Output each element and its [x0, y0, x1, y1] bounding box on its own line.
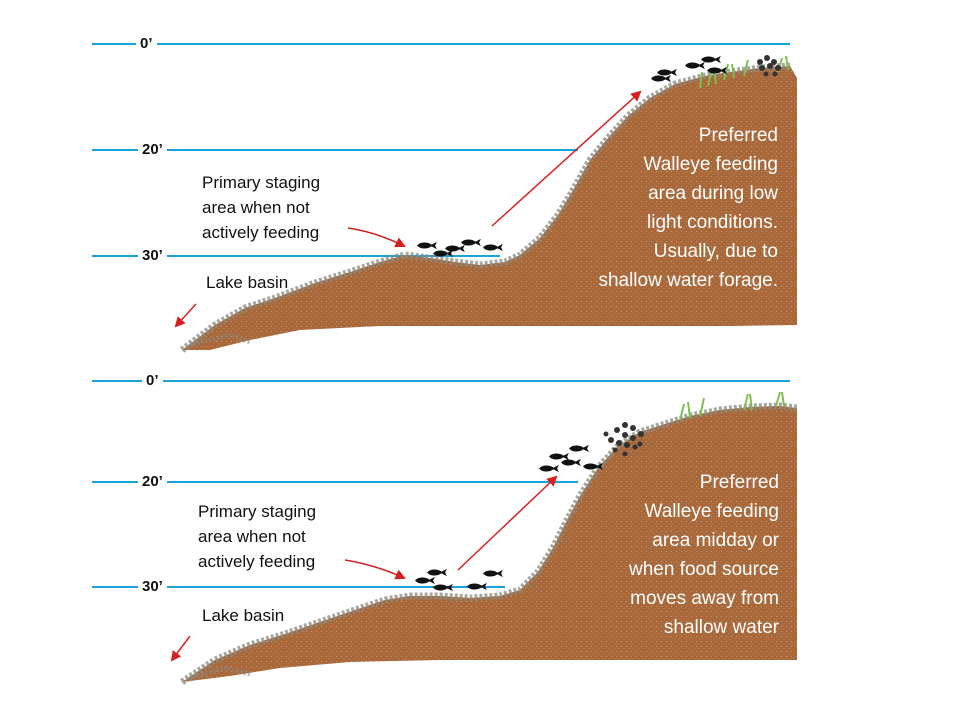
forage-cluster-top — [757, 55, 781, 77]
fish-icon — [539, 464, 559, 473]
feeding-text-line: moves away from — [630, 588, 779, 609]
staging-note-line: Primary staging — [202, 173, 321, 192]
lake-basin-label-top: Lake basin — [206, 273, 289, 292]
lake-bottom-bottom — [182, 406, 797, 682]
feeding-text-line: Preferred — [698, 125, 778, 146]
staging-area-note-bottom: Primary staging area when not actively f… — [198, 499, 316, 574]
fish-icon — [483, 569, 503, 578]
fish-icon — [467, 582, 487, 591]
staging-area-note-top: Primary staging area when not actively f… — [202, 170, 320, 245]
lake-basin-label-bottom: Lake basin — [202, 606, 285, 625]
fish-icon — [461, 238, 481, 247]
fish-icon — [417, 241, 437, 250]
movement-arrow-bottom — [457, 475, 558, 571]
movement-arrow-top — [491, 90, 642, 227]
feeding-text-line: shallow water — [663, 617, 779, 638]
depth-label-0-top: 0’ — [136, 35, 157, 53]
staging-note-line: actively feeding — [198, 552, 316, 571]
fish-icon — [685, 61, 705, 70]
staging-note-line: actively feeding — [202, 223, 320, 242]
fish-icon — [651, 74, 671, 83]
basin-arrow-bottom — [170, 635, 191, 662]
fish-icon — [415, 576, 435, 585]
staging-note-line: area when not — [198, 527, 306, 546]
fish-icon — [445, 244, 465, 253]
fish-icon — [549, 452, 569, 461]
feeding-text-line: Usually, due to — [653, 241, 778, 262]
fish-icon — [701, 55, 721, 64]
fish-icon — [561, 458, 581, 467]
feeding-text-line: when food source — [629, 559, 779, 580]
fish-icon — [569, 444, 589, 453]
staging-note-line: Primary staging — [198, 502, 317, 521]
depth-label-20-bottom: 20’ — [138, 473, 167, 491]
fish-icon — [483, 243, 503, 252]
fish-icon — [657, 68, 677, 77]
feeding-text-line: area midday or — [652, 530, 779, 551]
weeds-bottom — [679, 391, 785, 421]
panel-top — [92, 43, 797, 353]
feeding-text-line: area during low — [648, 183, 778, 204]
staging-pointer-arrow-top — [347, 227, 406, 247]
forage-cluster-bottom — [603, 422, 644, 457]
feeding-text-line: Walleye feeding — [643, 154, 778, 175]
staging-note-line: area when not — [202, 198, 310, 217]
fish-icon — [427, 568, 447, 577]
staging-pointer-arrow-bottom — [344, 559, 406, 580]
feeding-text-line: Preferred — [699, 472, 779, 493]
depth-label-30-bottom: 30’ — [138, 578, 167, 596]
feeding-text-line: shallow water forage. — [598, 270, 778, 291]
depth-label-0-bottom: 0’ — [142, 372, 163, 390]
feeding-text-line: light conditions. — [647, 212, 778, 233]
fish-icon — [433, 583, 453, 592]
panel-bottom — [92, 380, 798, 685]
depth-label-20-top: 20’ — [138, 141, 167, 159]
lake-bottom-edge-top — [179, 62, 791, 353]
depth-label-30-top: 30’ — [138, 247, 167, 265]
basin-arrow-top — [174, 303, 197, 328]
feeding-area-text-top: Preferred Walleye feeding area during lo… — [598, 121, 778, 295]
feeding-area-text-bottom: Preferred Walleye feeding area midday or… — [629, 468, 779, 642]
feeding-text-line: Walleye feeding — [644, 501, 779, 522]
